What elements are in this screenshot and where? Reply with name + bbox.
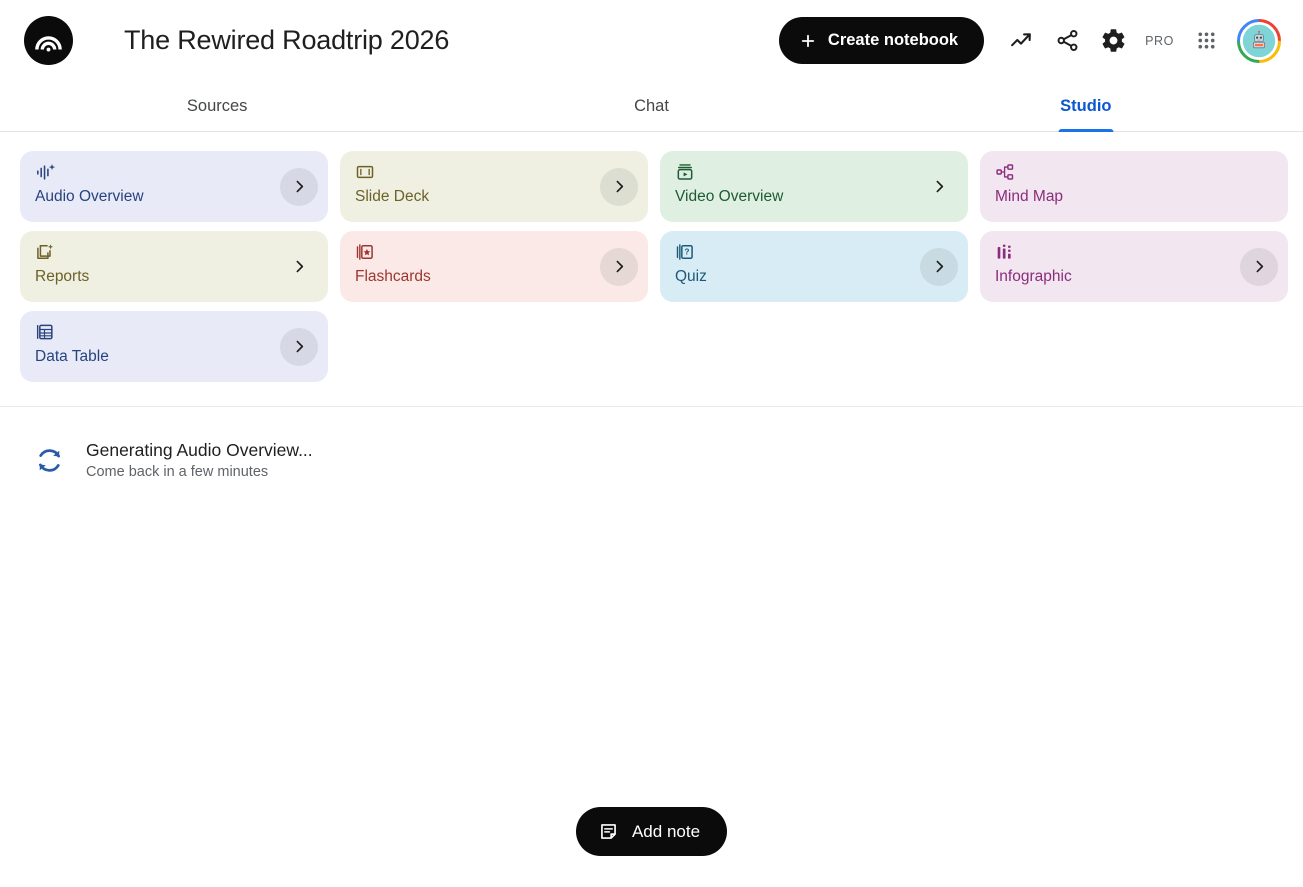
flashcards-icon — [355, 242, 634, 262]
tab-sources[interactable]: Sources — [0, 81, 434, 131]
add-note-button[interactable]: Add note — [575, 807, 728, 856]
share-icon — [1055, 28, 1080, 53]
trending-up-icon — [1009, 28, 1034, 53]
pro-badge: PRO — [1145, 33, 1174, 48]
tab-sources-label: Sources — [186, 96, 248, 115]
chevron-right-icon[interactable] — [280, 248, 318, 286]
studio-card-quiz[interactable]: ? Quiz — [660, 231, 968, 302]
generation-status-row[interactable]: Generating Audio Overview... Come back i… — [0, 407, 1303, 487]
data-table-icon — [35, 322, 314, 342]
tab-chat-label: Chat — [634, 96, 669, 115]
studio-card-label: Quiz — [675, 268, 707, 285]
settings-gear-icon-button[interactable] — [1090, 18, 1136, 64]
create-notebook-button[interactable]: Create notebook — [778, 17, 985, 64]
studio-card-data-table[interactable]: Data Table — [20, 311, 328, 382]
quiz-icon: ? — [675, 242, 954, 262]
studio-card-flashcards[interactable]: Flashcards — [340, 231, 648, 302]
section-divider — [0, 406, 1303, 407]
trending-up-icon-button[interactable] — [998, 18, 1044, 64]
add-note-area: Add note — [0, 807, 1303, 856]
sync-refresh-icon — [22, 433, 76, 487]
chevron-right-icon[interactable] — [280, 327, 318, 366]
reports-sparkle-icon — [35, 242, 314, 262]
chevron-right-icon[interactable] — [280, 167, 318, 206]
studio-card-label: Mind Map — [995, 188, 1064, 205]
studio-card-grid: Audio Overview Slide Deck V — [0, 132, 1303, 382]
studio-card-label: Data Table — [35, 348, 109, 365]
studio-card-label: Reports — [35, 268, 90, 285]
audio-waveform-sparkle-icon — [35, 162, 314, 182]
chevron-right-icon[interactable] — [1240, 247, 1278, 286]
chevron-right-icon[interactable] — [600, 247, 638, 286]
studio-card-label: Flashcards — [355, 268, 431, 285]
chevron-right-icon[interactable] — [920, 168, 958, 206]
tab-chat[interactable]: Chat — [434, 81, 868, 131]
studio-card-audio-overview[interactable]: Audio Overview — [20, 151, 328, 222]
plus-icon — [799, 32, 817, 50]
header-actions: Create notebook — [778, 17, 1281, 64]
app-header: The Rewired Roadtrip 2026 Create noteboo… — [0, 0, 1303, 81]
studio-card-label: Audio Overview — [35, 188, 144, 205]
page-title: The Rewired Roadtrip 2026 — [124, 25, 450, 55]
mind-map-icon — [995, 162, 1274, 182]
add-note-label: Add note — [631, 821, 701, 841]
apps-grid-icon-button[interactable] — [1183, 18, 1229, 64]
note-icon — [598, 821, 619, 842]
svg-text:?: ? — [684, 247, 689, 257]
share-icon-button[interactable] — [1044, 18, 1090, 64]
studio-card-slide-deck[interactable]: Slide Deck — [340, 151, 648, 222]
studio-card-reports[interactable]: Reports — [20, 231, 328, 302]
chevron-right-icon[interactable] — [600, 167, 638, 206]
chevron-right-icon[interactable] — [920, 247, 958, 286]
studio-card-label: Infographic — [995, 268, 1072, 285]
video-overview-icon — [675, 162, 954, 182]
status-title: Generating Audio Overview... — [86, 440, 313, 460]
tab-studio-label: Studio — [1060, 96, 1112, 115]
studio-card-infographic[interactable]: Infographic — [980, 231, 1288, 302]
studio-card-label: Video Overview — [675, 188, 784, 205]
apps-grid-icon — [1195, 29, 1218, 52]
notebooklm-logo-icon[interactable] — [24, 16, 73, 65]
slide-deck-icon — [355, 162, 634, 182]
gear-icon — [1100, 27, 1127, 54]
create-notebook-label: Create notebook — [827, 31, 959, 49]
studio-card-mind-map[interactable]: Mind Map — [980, 151, 1288, 222]
status-subtitle: Come back in a few minutes — [86, 464, 269, 480]
generation-status-text: Generating Audio Overview... Come back i… — [86, 440, 313, 480]
main-tabs: Sources Chat Studio — [0, 81, 1303, 132]
studio-card-video-overview[interactable]: Video Overview — [660, 151, 968, 222]
tab-studio[interactable]: Studio — [869, 81, 1303, 131]
avatar[interactable] — [1237, 18, 1281, 63]
infographic-bars-icon — [995, 242, 1274, 262]
studio-card-label: Slide Deck — [355, 188, 430, 205]
